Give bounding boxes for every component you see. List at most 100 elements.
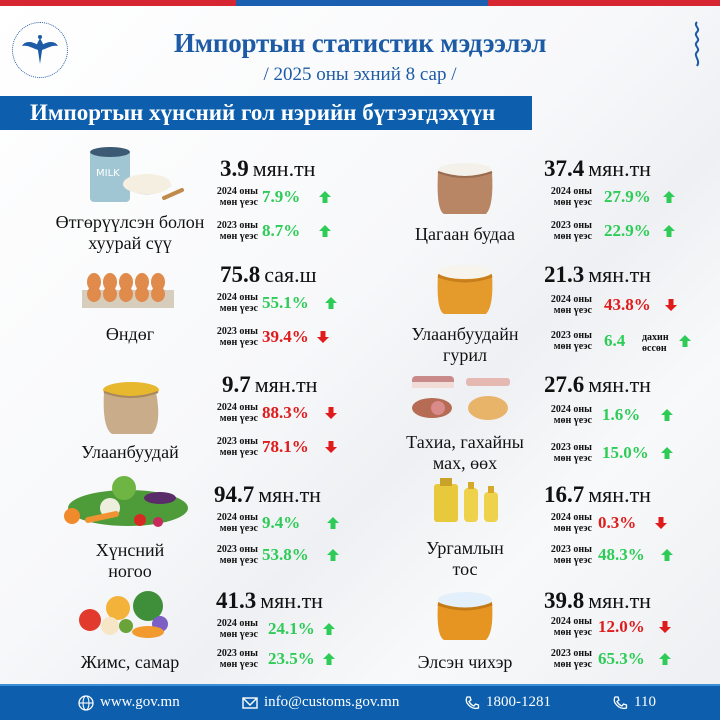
change-2024: 1.6% xyxy=(602,405,641,424)
arrow-up-icon xyxy=(325,297,337,309)
arrow-up-icon xyxy=(323,623,335,635)
compare-2023-label: 2023 оны мөн үеэс xyxy=(550,442,592,464)
globe-icon xyxy=(78,694,94,711)
change-2024: 27.9% xyxy=(604,187,651,206)
arrow-up-icon xyxy=(319,225,331,237)
compare-2024-label: 2024 оны мөн үеэс xyxy=(216,618,258,640)
arrow-up-icon xyxy=(661,447,673,459)
arrow-down-icon xyxy=(317,331,329,343)
item-name: Улаанбуудай xyxy=(81,442,179,462)
change-2023: 78.1% xyxy=(262,437,309,456)
arrow-up-icon xyxy=(663,191,675,203)
footer-phone2-link[interactable]: 110 xyxy=(612,694,656,711)
amount-unit: мян.тн xyxy=(588,588,651,613)
change-2024: 43.8% xyxy=(604,295,651,314)
compare-2024-label: 2024 оны мөн үеэс xyxy=(216,186,258,208)
compare-2024-label: 2024 оны мөн үеэс xyxy=(216,402,258,424)
compare-2023-label: 2023 оны мөн үеэс xyxy=(216,544,258,566)
item-name: Хүнсний ногоо xyxy=(95,540,165,581)
amount-value: 39.8 xyxy=(544,588,585,613)
arrow-down-icon xyxy=(655,517,667,529)
compare-2024-label: 2024 оны мөн үеэс xyxy=(216,512,258,534)
item-name: Өндөг xyxy=(105,324,155,344)
vegetables-icon xyxy=(64,474,192,530)
compare-2024-label: 2024 оны мөн үеэс xyxy=(550,512,592,534)
footer: www.gov.mn info@customs.gov.mn 1800-1281… xyxy=(0,684,720,720)
amount-unit: мян.тн xyxy=(252,156,316,181)
arrow-up-icon xyxy=(663,225,675,237)
amount-value: 3.9 xyxy=(220,156,249,181)
fruits-icon xyxy=(78,590,180,640)
item-name: Тахиа, гахайны мах, өөх xyxy=(406,432,524,473)
customs-logo-icon xyxy=(12,22,68,78)
amount-unit: мян.тн xyxy=(588,482,651,507)
arrow-up-icon xyxy=(661,409,673,421)
change-2024: 24.1% xyxy=(268,619,315,638)
flour-sack-icon xyxy=(434,262,496,318)
change-2023: 6.4 xyxy=(604,331,626,350)
amount-value: 27.6 xyxy=(544,372,585,397)
item-name: Ургамлын тос xyxy=(426,538,504,579)
eggs-icon xyxy=(80,268,176,312)
arrow-up-icon xyxy=(661,549,673,561)
top-bar-red xyxy=(0,0,236,6)
change-2024: 88.3% xyxy=(262,403,309,422)
item-name: Өтгөрүүлсэн болон хуурай сүү xyxy=(55,212,205,253)
amount-unit: мян.тн xyxy=(588,156,651,181)
change-2024: 55.1% xyxy=(262,293,309,312)
compare-2023-label: 2023 оны мөн үеэс xyxy=(216,326,258,348)
change-2023: 39.4% xyxy=(262,327,309,346)
milk-powder-icon: MILK xyxy=(86,146,186,208)
change-2024: 12.0% xyxy=(598,617,645,636)
arrow-up-icon xyxy=(327,517,339,529)
mongolian-script-icon xyxy=(694,21,700,67)
change-2023: 23.5% xyxy=(268,649,315,668)
change-2024: 0.3% xyxy=(598,513,637,532)
phone-icon xyxy=(613,695,628,709)
change-2024: 9.4% xyxy=(262,513,301,532)
amount-value: 16.7 xyxy=(544,482,585,507)
item-name: Цагаан будаа xyxy=(415,224,515,244)
arrow-down-icon xyxy=(325,441,337,453)
page-subtitle: / 2025 оны эхний 8 сар / xyxy=(263,64,457,85)
compare-2024-label: 2024 оны мөн үеэс xyxy=(550,404,592,426)
item-name: Жимс, самар xyxy=(80,652,180,672)
footer-email-link[interactable]: info@customs.gov.mn xyxy=(242,694,399,711)
arrow-down-icon xyxy=(325,407,337,419)
email-text: info@customs.gov.mn xyxy=(264,694,400,710)
compare-2023-label: 2023 оны мөн үеэс xyxy=(550,544,592,566)
section-banner: Импортын хүнсний гол нэрийн бүтээгдэхүүн xyxy=(0,96,532,130)
compare-2024-label: 2024 оны мөн үеэс xyxy=(216,292,258,314)
amount-value: 37.4 xyxy=(544,156,585,181)
top-bar-blue xyxy=(236,0,488,6)
compare-2023-label: 2023 оны мөн үеэс xyxy=(550,648,592,670)
change-2023: 8.7% xyxy=(262,221,301,240)
phone1-text: 1800-1281 xyxy=(486,694,551,710)
svg-text:MILK: MILK xyxy=(96,168,120,179)
footer-website-link[interactable]: www.gov.mn xyxy=(78,694,180,711)
change-2023: 65.3% xyxy=(598,649,645,668)
compare-2024-label: 2024 оны мөн үеэс xyxy=(550,294,592,316)
amount-unit: мян.тн xyxy=(588,262,651,287)
wheat-sack-icon xyxy=(98,378,164,436)
amount-value: 94.7 xyxy=(214,482,255,507)
phone-icon xyxy=(465,695,480,709)
amount-value: 41.3 xyxy=(216,588,257,613)
footer-phone1-link[interactable]: 1800-1281 xyxy=(464,694,551,711)
amount-value: 21.3 xyxy=(544,262,585,287)
page-title: Импортын статистик мэдээлэл xyxy=(173,28,547,58)
change-2023: 48.3% xyxy=(598,545,645,564)
compare-2023-label: 2023 оны мөн үеэс xyxy=(216,220,258,242)
amount-value: 9.7 xyxy=(222,372,251,397)
item-name: Улаанбуудайн гурил xyxy=(411,324,519,365)
change-2023: 15.0% xyxy=(602,443,649,462)
arrow-down-icon xyxy=(659,621,671,633)
change-2024: 7.9% xyxy=(262,187,301,206)
compare-2023-label: 2023 оны мөн үеэс xyxy=(550,330,592,352)
change-2023: 53.8% xyxy=(262,545,309,564)
increase-times-label: дахин өссөн xyxy=(642,332,669,354)
top-bar-red-right xyxy=(488,0,720,6)
amount-unit: мян.тн xyxy=(588,372,651,397)
arrow-up-icon xyxy=(659,653,671,665)
arrow-down-icon xyxy=(665,299,677,311)
